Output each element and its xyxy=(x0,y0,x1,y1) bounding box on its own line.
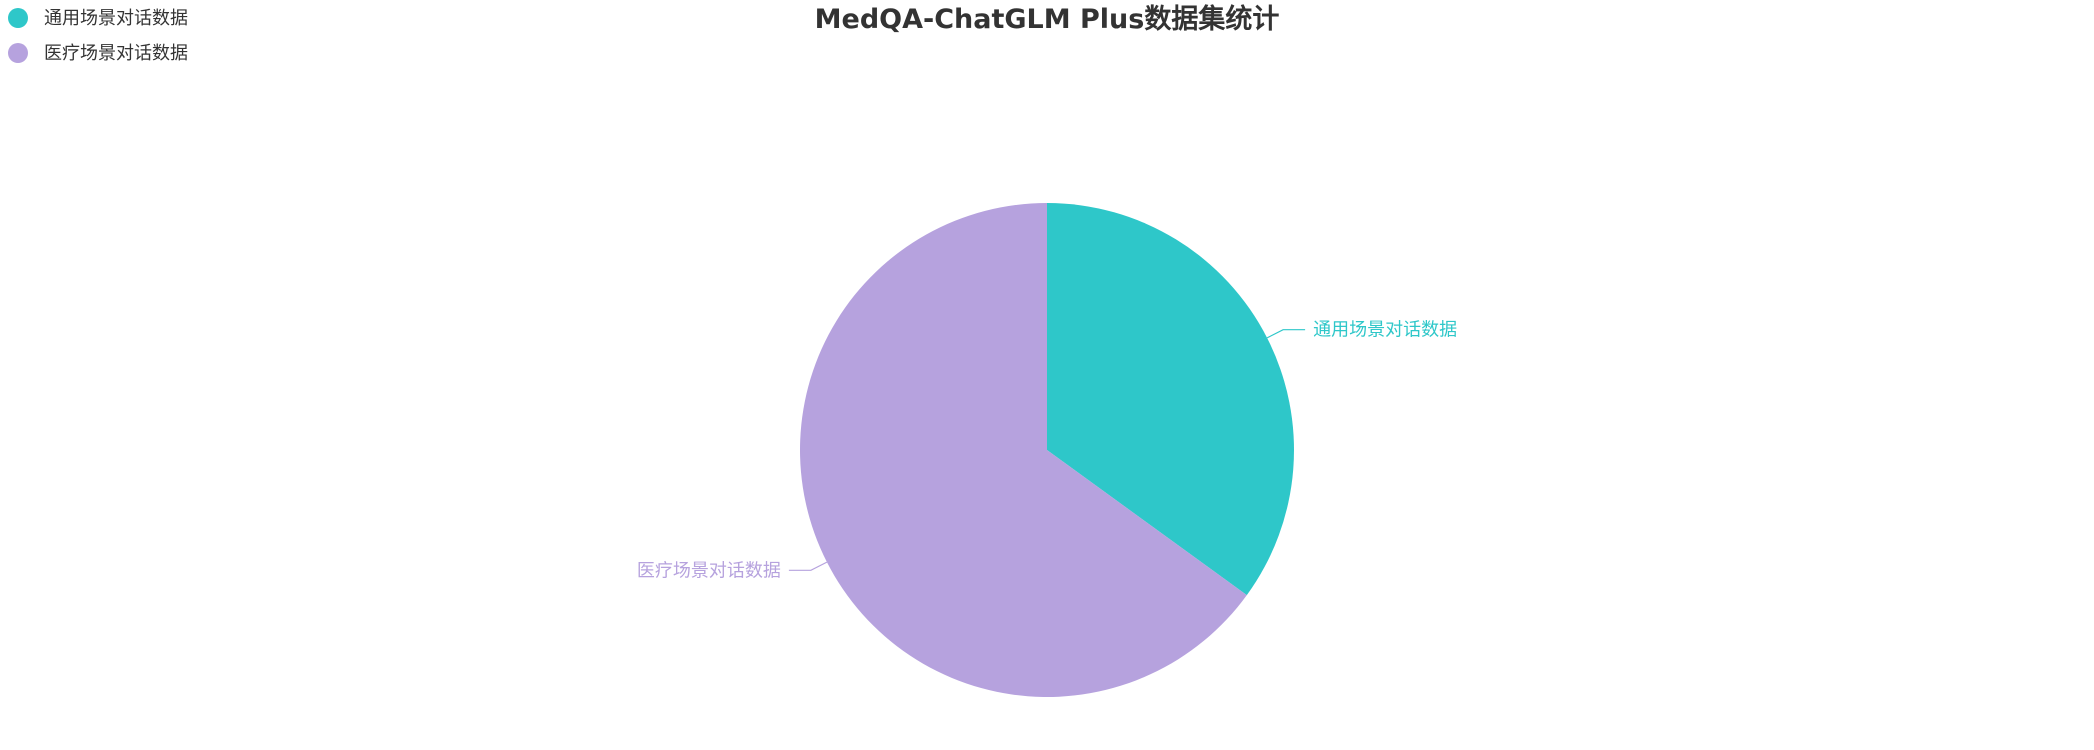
slice-label-medical: 医疗场景对话数据 xyxy=(637,560,781,581)
legend-marker-general xyxy=(8,8,28,28)
slice-label-line-general xyxy=(1266,329,1306,339)
pie-slice-general[interactable] xyxy=(1047,203,1295,596)
pie-slice-medical[interactable] xyxy=(800,203,1247,697)
pie-slices xyxy=(800,203,1295,697)
slice-label-line-medical xyxy=(788,561,828,571)
legend-item-medical[interactable]: 医疗场景对话数据 xyxy=(8,43,188,64)
chart-title: MedQA-ChatGLM Plus数据集统计 xyxy=(815,3,1280,35)
legend-marker-medical xyxy=(8,43,28,63)
legend-label-medical: 医疗场景对话数据 xyxy=(44,43,188,64)
legend: 通用场景对话数据 医疗场景对话数据 xyxy=(8,8,188,64)
legend-item-general[interactable]: 通用场景对话数据 xyxy=(8,8,188,29)
slice-label-general: 通用场景对话数据 xyxy=(1313,320,1457,341)
legend-label-general: 通用场景对话数据 xyxy=(44,8,188,29)
